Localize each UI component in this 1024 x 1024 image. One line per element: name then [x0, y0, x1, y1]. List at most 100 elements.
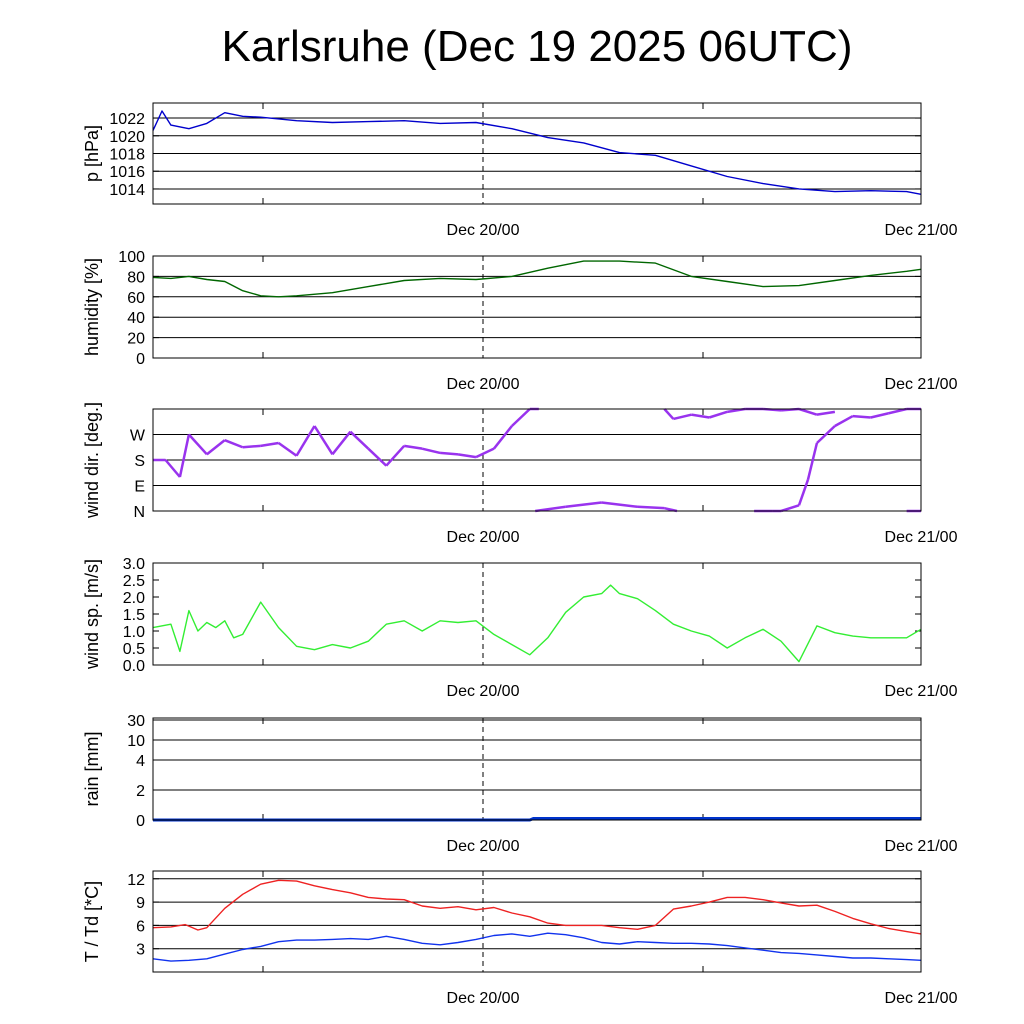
y-tick-label: 1014 [109, 182, 145, 199]
wind-dir-segment [164, 459, 181, 478]
wind-dir-segment [780, 504, 800, 513]
y-tick-label: 80 [127, 269, 145, 286]
chart-title: Karlsruhe (Dec 19 2025 06UTC) [221, 22, 853, 71]
wind-dir-segment [367, 447, 388, 467]
x-tick-label: Dec 20/00 [447, 529, 520, 546]
wind-dir-segment [663, 408, 675, 420]
y-axis-label: wind sp. [m/s] [82, 559, 102, 670]
wind-dir-segment [187, 433, 208, 456]
wind-dir-segment [888, 407, 907, 415]
wind-dir-segment [206, 439, 226, 456]
y-axis-label: wind dir. [deg.] [82, 402, 102, 519]
wind-dir-segment [404, 444, 423, 450]
wind-dir-segment [816, 410, 836, 416]
y-tick-label: 4 [136, 753, 145, 770]
panel-5: 0 2 4 10 30 rain [mm] Dec 20/00 Dec 21/00 [82, 713, 958, 855]
wind-dir-segment [601, 501, 638, 508]
series-line [152, 110, 922, 195]
panel-2: 0 20 40 60 80 100 humidity [%] Dec 20/00 Dec 21/… [82, 249, 958, 393]
wind-dir-segment [637, 505, 665, 510]
wind-dir-segment [440, 451, 459, 456]
wind-dir-segment [673, 413, 692, 421]
y-tick-label: 20 [127, 331, 145, 348]
wind-dir-segment [708, 410, 728, 419]
wind-dir-segment [313, 425, 334, 456]
x-tick-label: Dec 20/00 [447, 683, 520, 700]
wind-dir-segment [224, 439, 244, 449]
y-tick-label: 1016 [109, 164, 145, 181]
y-tick-label: 2.5 [123, 573, 145, 590]
t-series-line [152, 879, 922, 935]
wind-dir-segment [178, 434, 191, 478]
y-tick-label: 1.5 [123, 607, 145, 624]
wind-dir-segment [511, 408, 531, 427]
wind-dir-segment [852, 414, 871, 419]
y-tick-label: 1022 [109, 111, 145, 128]
wind-dir-segment [806, 442, 819, 481]
wind-dir-segment [797, 479, 810, 506]
wind-dir-segment [349, 430, 370, 450]
wind-dir-segment [535, 505, 566, 513]
x-tick-label: Dec 21/00 [885, 990, 958, 1007]
wind-dir-segment [242, 444, 261, 449]
y-tick-label: 1.0 [123, 624, 145, 641]
x-tick-label: Dec 20/00 [447, 990, 520, 1007]
wind-dir-segment [565, 501, 602, 508]
y-tick-label: 12 [127, 872, 145, 889]
wind-dir-segment [457, 453, 477, 459]
y-tick-label: 1018 [109, 147, 145, 164]
wind-dir-segment [331, 430, 352, 456]
y-tick-label: 6 [136, 918, 145, 935]
wind-dir-segment [277, 441, 298, 457]
panel-frame [152, 102, 922, 205]
series-line [152, 584, 922, 663]
x-tick-label: Dec 21/00 [885, 683, 958, 700]
wind-dir-segment [870, 412, 889, 419]
y-tick-label: W [130, 428, 146, 445]
wind-dir-segment [492, 425, 513, 450]
y-tick-label: 9 [136, 895, 145, 912]
wind-dir-segment [260, 441, 279, 448]
series-line [152, 260, 922, 298]
panel-frame [152, 717, 922, 821]
y-tick-label: 2.0 [123, 590, 145, 607]
y-tick-label: E [134, 479, 145, 496]
y-tick-label: 100 [118, 249, 145, 266]
wind-dir-segment [421, 447, 441, 455]
y-tick-label: 40 [127, 310, 145, 327]
y-axis-label: T / Td [*C] [82, 881, 102, 962]
panel-frame [152, 562, 922, 666]
y-tick-label: 3.0 [123, 556, 145, 573]
wind-dir-segment [798, 407, 818, 416]
y-tick-label: 30 [127, 713, 145, 730]
y-axis-label: p [hPa] [82, 125, 102, 182]
td-series-line [152, 932, 922, 962]
x-tick-label: Dec 20/00 [447, 376, 520, 393]
y-tick-label: 0.5 [123, 641, 145, 658]
y-tick-label: 0 [136, 813, 145, 830]
y-tick-label: S [134, 453, 145, 470]
x-tick-label: Dec 20/00 [447, 222, 520, 239]
y-tick-label: 3 [136, 942, 145, 959]
y-tick-label: 10 [127, 733, 145, 750]
x-tick-label: Dec 21/00 [885, 529, 958, 546]
y-tick-label: N [133, 504, 145, 521]
wind-dir-segment [385, 444, 406, 467]
x-tick-label: Dec 21/00 [885, 376, 958, 393]
x-tick-label: Dec 21/00 [885, 838, 958, 855]
y-axis-label: rain [mm] [82, 731, 102, 806]
y-tick-label: 1020 [109, 129, 145, 146]
y-tick-label: 60 [127, 290, 145, 307]
x-tick-label: Dec 20/00 [447, 838, 520, 855]
panel-6: 3 6 9 12 T / Td [*C] Dec 20/00 Dec 21/00 [82, 870, 958, 1007]
panel-frame [152, 408, 922, 512]
wind-dir-segment [834, 414, 854, 428]
panel-frame [152, 255, 922, 359]
wind-dir-segment [475, 447, 495, 459]
y-tick-label: 0.0 [123, 658, 145, 675]
x-tick-label: Dec 21/00 [885, 222, 958, 239]
wind-dir-segment [691, 413, 710, 419]
